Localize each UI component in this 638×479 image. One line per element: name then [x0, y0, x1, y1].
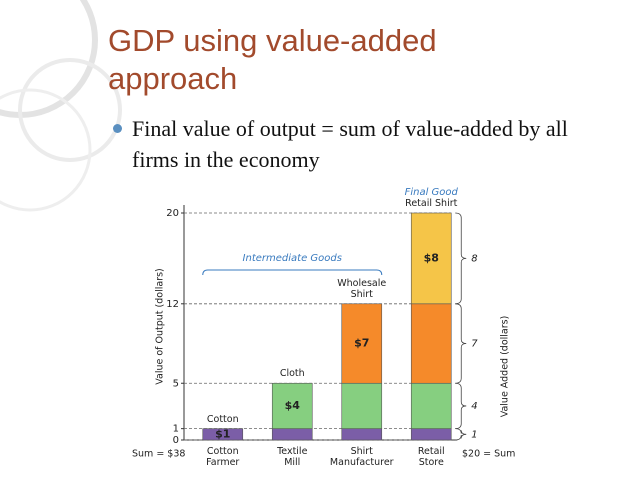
- bar-segment: [202, 428, 244, 441]
- sum-right: $20 = Sum: [462, 449, 515, 460]
- value-added-label: 4: [471, 401, 477, 412]
- value-label: $1: [215, 427, 230, 440]
- decor-circle: [0, 88, 92, 212]
- bar-label: Retail Shirt: [405, 198, 458, 209]
- y-tick-label: 1: [173, 424, 179, 435]
- bullet-text: Final value of output = sum of value-add…: [132, 116, 568, 172]
- y-tick-label: 0: [173, 435, 179, 446]
- bar-segment: [410, 212, 452, 305]
- bullet-marker: [113, 124, 122, 133]
- bar-segment: [341, 303, 383, 384]
- bar-label: Cotton: [206, 413, 239, 425]
- brace: [455, 303, 467, 384]
- value-added-label: 8: [471, 253, 477, 264]
- decor-circle: [0, 0, 98, 118]
- bar-segment: [271, 428, 313, 441]
- bracket: [202, 269, 383, 276]
- bar-label: Cloth: [279, 368, 305, 380]
- bar-segment: [410, 428, 452, 441]
- category-label: Textile Mill: [277, 446, 308, 468]
- brace: [455, 212, 467, 305]
- intermediate-label: Intermediate Goods: [243, 253, 342, 264]
- value-added-label: 1: [471, 429, 477, 440]
- value-label: $4: [285, 399, 301, 412]
- bar-label: Wholesale Shirt: [337, 277, 387, 300]
- value-label: $7: [354, 337, 369, 350]
- decor-circle: [18, 58, 122, 162]
- y-tick-label: 20: [166, 208, 179, 219]
- bar-segment: [341, 382, 383, 429]
- bar-segment: [410, 303, 452, 384]
- y-tick-label: 12: [166, 299, 179, 310]
- category-label: Cotton Farmer: [206, 446, 240, 468]
- slide-title: GDP using value-added approach: [108, 23, 437, 96]
- category-label: Shirt Manufacturer: [329, 446, 394, 468]
- bar-segment: [410, 382, 452, 429]
- brace: [455, 382, 467, 430]
- category-label: Retail Store: [417, 446, 445, 468]
- chart-bg: [125, 183, 530, 473]
- brace: [455, 428, 467, 441]
- value-added-label: 7: [471, 339, 478, 350]
- value-label: $8: [424, 251, 439, 264]
- bar-segment: [341, 428, 383, 441]
- y-axis-label: Value of Output (dollars): [155, 268, 166, 385]
- y-tick-label: 5: [173, 378, 179, 389]
- y2-axis-label: Value Added (dollars): [500, 316, 511, 418]
- final-label: Final Good: [405, 187, 459, 198]
- bar-segment: [271, 382, 313, 429]
- sum-left: Sum = $38: [132, 449, 185, 460]
